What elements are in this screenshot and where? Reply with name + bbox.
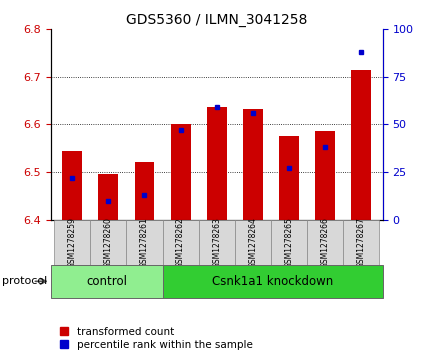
- Text: GSM1278266: GSM1278266: [320, 217, 330, 268]
- Title: GDS5360 / ILMN_3041258: GDS5360 / ILMN_3041258: [126, 13, 308, 26]
- Bar: [171, 124, 191, 220]
- Bar: [62, 151, 82, 220]
- Bar: [315, 131, 335, 220]
- Text: GSM1278265: GSM1278265: [284, 217, 293, 268]
- FancyBboxPatch shape: [271, 220, 307, 265]
- Text: control: control: [86, 275, 127, 288]
- FancyBboxPatch shape: [343, 220, 379, 265]
- FancyBboxPatch shape: [307, 220, 343, 265]
- FancyBboxPatch shape: [162, 265, 383, 298]
- Bar: [351, 70, 371, 220]
- FancyBboxPatch shape: [162, 220, 198, 265]
- Bar: [207, 107, 227, 220]
- FancyBboxPatch shape: [126, 220, 162, 265]
- Bar: [99, 174, 118, 220]
- Text: protocol: protocol: [2, 276, 48, 286]
- Bar: [243, 109, 263, 220]
- FancyBboxPatch shape: [235, 220, 271, 265]
- Text: GSM1278263: GSM1278263: [212, 217, 221, 268]
- Text: GSM1278260: GSM1278260: [104, 217, 113, 268]
- Text: GSM1278264: GSM1278264: [248, 217, 257, 268]
- FancyBboxPatch shape: [54, 220, 90, 265]
- Legend: transformed count, percentile rank within the sample: transformed count, percentile rank withi…: [56, 323, 257, 354]
- FancyBboxPatch shape: [90, 220, 126, 265]
- Bar: [135, 163, 154, 220]
- Text: GSM1278261: GSM1278261: [140, 217, 149, 268]
- Bar: [279, 136, 299, 220]
- FancyBboxPatch shape: [198, 220, 235, 265]
- Text: GSM1278267: GSM1278267: [357, 217, 366, 268]
- Text: GSM1278262: GSM1278262: [176, 217, 185, 268]
- Text: Csnk1a1 knockdown: Csnk1a1 knockdown: [212, 275, 333, 288]
- Text: GSM1278259: GSM1278259: [68, 217, 77, 268]
- FancyBboxPatch shape: [51, 265, 162, 298]
